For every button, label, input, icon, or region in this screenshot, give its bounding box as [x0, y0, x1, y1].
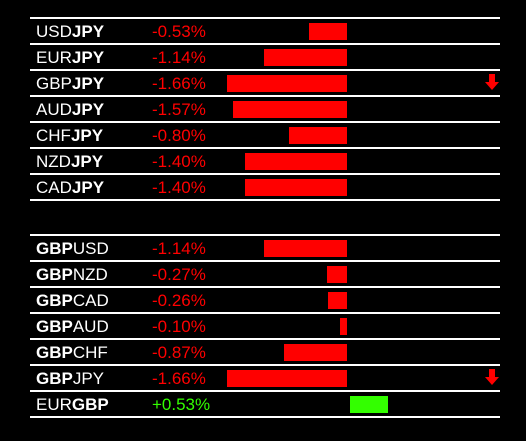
- quote-currency: NZD: [72, 265, 108, 284]
- table-row: EURGBP +0.53%: [30, 390, 500, 418]
- percent-change: -0.10%: [152, 317, 206, 336]
- table-row: GBPCAD -0.26%: [30, 286, 500, 312]
- percent-change: -0.26%: [152, 291, 206, 310]
- percent-change: -0.80%: [152, 126, 206, 145]
- negative-change-bar: [245, 179, 347, 196]
- negative-change-bar: [227, 370, 347, 387]
- percent-change: -1.57%: [152, 100, 206, 119]
- percent-change: -1.14%: [152, 239, 206, 258]
- percent-change: -0.87%: [152, 343, 206, 362]
- pair-label: USDJPY: [36, 22, 104, 42]
- positive-change-bar: [350, 396, 388, 413]
- pair-label: GBPUSD: [36, 239, 109, 259]
- pair-label: GBPJPY: [36, 369, 104, 389]
- table-row: NZDJPY -1.40%: [30, 147, 500, 173]
- pair-label: GBPAUD: [36, 317, 109, 337]
- quote-currency: AUD: [72, 317, 109, 336]
- jpy-pairs-table: USDJPY -0.53% EURJPY -1.14% GBPJPY -1.66% AUDJ…: [30, 17, 500, 201]
- base-currency: CAD: [36, 178, 72, 197]
- pair-label: CADJPY: [36, 178, 104, 198]
- percent-change: -1.14%: [152, 48, 206, 67]
- quote-currency: JPY: [71, 178, 105, 197]
- pair-label: GBPCHF: [36, 343, 108, 363]
- base-currency: AUD: [36, 100, 72, 119]
- pair-label: EURGBP: [36, 395, 109, 415]
- base-currency: GBP: [36, 291, 73, 310]
- pair-label: GBPJPY: [36, 74, 104, 94]
- percent-change: -1.40%: [152, 178, 206, 197]
- negative-change-bar: [245, 153, 347, 170]
- negative-change-bar: [328, 292, 347, 309]
- quote-currency: JPY: [70, 126, 104, 145]
- base-currency: USD: [36, 22, 72, 41]
- pair-label: NZDJPY: [36, 152, 103, 172]
- percent-change: +0.53%: [152, 395, 211, 414]
- pair-label: CHFJPY: [36, 126, 103, 146]
- table-row: GBPCHF -0.87%: [30, 338, 500, 364]
- base-currency: GBP: [36, 343, 73, 362]
- negative-change-bar: [327, 266, 347, 283]
- negative-change-bar: [264, 240, 347, 257]
- negative-change-bar: [340, 318, 347, 335]
- quote-currency: JPY: [71, 22, 105, 41]
- negative-change-bar: [227, 75, 347, 92]
- base-currency: GBP: [36, 239, 73, 258]
- table-row: GBPJPY -1.66%: [30, 69, 500, 95]
- table-row: GBPAUD -0.10%: [30, 312, 500, 338]
- base-currency: GBP: [36, 317, 73, 336]
- down-arrow-icon: [485, 74, 499, 90]
- down-arrow-icon: [485, 369, 499, 385]
- base-currency: EUR: [36, 48, 72, 67]
- percent-change: -1.40%: [152, 152, 206, 171]
- quote-currency: JPY: [70, 152, 104, 171]
- base-currency: GBP: [36, 265, 73, 284]
- quote-currency: CAD: [72, 291, 109, 310]
- base-currency: CHF: [36, 126, 71, 145]
- table-row: CADJPY -1.40%: [30, 173, 500, 201]
- table-row: GBPJPY -1.66%: [30, 364, 500, 390]
- quote-currency: CHF: [72, 343, 108, 362]
- pair-label: GBPCAD: [36, 291, 109, 311]
- negative-change-bar: [309, 23, 347, 40]
- base-currency: NZD: [36, 152, 71, 171]
- table-row: GBPNZD -0.27%: [30, 260, 500, 286]
- quote-currency: JPY: [71, 74, 105, 93]
- quote-currency: JPY: [71, 100, 105, 119]
- table-row: USDJPY -0.53%: [30, 17, 500, 43]
- negative-change-bar: [264, 49, 347, 66]
- table-row: AUDJPY -1.57%: [30, 95, 500, 121]
- table-row: GBPUSD -1.14%: [30, 234, 500, 260]
- base-currency: GBP: [36, 369, 73, 388]
- percent-change: -1.66%: [152, 74, 206, 93]
- base-currency: GBP: [36, 74, 72, 93]
- table-row: EURJPY -1.14%: [30, 43, 500, 69]
- base-currency: EUR: [36, 395, 72, 414]
- percent-change: -0.53%: [152, 22, 206, 41]
- pair-label: AUDJPY: [36, 100, 104, 120]
- table-row: CHFJPY -0.80%: [30, 121, 500, 147]
- quote-currency: USD: [72, 239, 109, 258]
- percent-change: -0.27%: [152, 265, 206, 284]
- pair-label: GBPNZD: [36, 265, 108, 285]
- quote-currency: JPY: [71, 48, 105, 67]
- gbp-pairs-table: GBPUSD -1.14% GBPNZD -0.27% GBPCAD -0.26% GBPA…: [30, 234, 500, 418]
- pair-label: EURJPY: [36, 48, 104, 68]
- quote-currency: JPY: [72, 369, 105, 388]
- negative-change-bar: [289, 127, 347, 144]
- quote-currency: GBP: [71, 395, 109, 414]
- negative-change-bar: [284, 344, 347, 361]
- percent-change: -1.66%: [152, 369, 206, 388]
- negative-change-bar: [233, 101, 347, 118]
